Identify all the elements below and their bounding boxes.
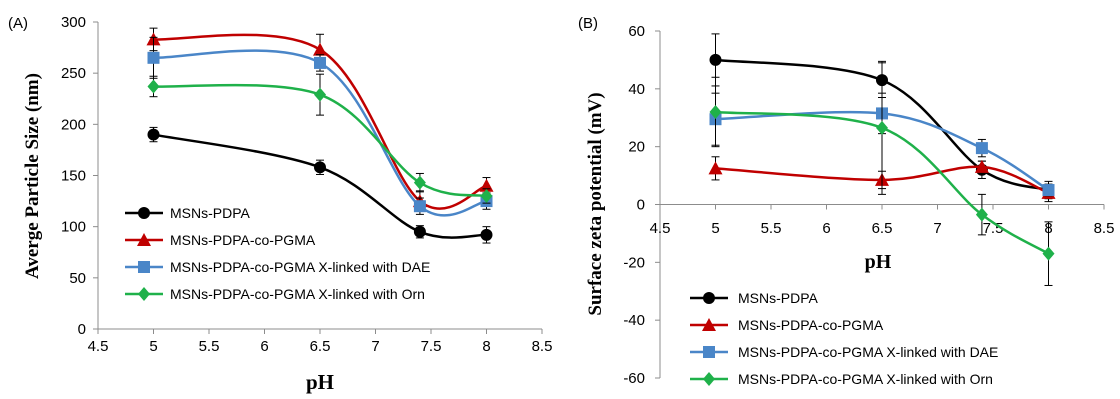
- x-tick-label: 6: [260, 338, 268, 355]
- y-tick-label: 250: [61, 65, 86, 82]
- legend-entry: MSNs-PDPA-co-PGMA: [125, 232, 316, 248]
- series-line: [153, 83, 487, 198]
- y-axis-title: Surface zeta potential (mV): [585, 92, 606, 315]
- legend-label: MSNs-PDPA-co-PGMA X-linked with DAE: [170, 259, 430, 275]
- legend-entry: MSNs-PDPA-co-PGMA X-linked with Orn: [125, 286, 425, 302]
- legend-marker: [703, 372, 715, 386]
- legend-label: MSNs-PDPA-co-PGMA X-linked with Orn: [738, 371, 993, 387]
- data-point: [147, 79, 160, 94]
- y-tick-label: -20: [623, 254, 645, 271]
- y-tick-label: 0: [78, 321, 86, 338]
- data-point: [413, 200, 426, 213]
- data-point: [709, 53, 722, 66]
- x-axis-title: pH: [865, 251, 892, 273]
- x-tick-label: 5.5: [199, 338, 220, 355]
- x-tick-label: 6.5: [310, 338, 331, 355]
- panel-label: (A): [8, 15, 28, 32]
- panel-label: (B): [578, 15, 598, 32]
- x-tick-label: 5.5: [761, 220, 782, 237]
- data-point: [314, 56, 326, 69]
- y-tick-label: 100: [61, 219, 86, 236]
- x-tick-label: 6: [822, 220, 830, 237]
- panel-a: (A) 0 50 100 150 200 250 300 4.5 5 5.5 6 6.5 7 7.5 8 8.5…: [8, 14, 552, 394]
- series-line: [715, 165, 1049, 195]
- y-tick-label: 60: [628, 23, 645, 40]
- series-line: [153, 33, 487, 210]
- legend-marker: [138, 287, 150, 301]
- legend-label: MSNs-PDPA-co-PGMA: [738, 317, 884, 333]
- x-tick-label: 6.5: [872, 220, 893, 237]
- x-tick-label: 7: [371, 338, 379, 355]
- y-tick-label: 300: [61, 14, 86, 31]
- y-tick-label: 20: [628, 139, 645, 156]
- series-line: [153, 49, 487, 217]
- data-point: [147, 51, 160, 64]
- y-tick-label: 50: [69, 270, 86, 287]
- series-line: [715, 110, 1050, 255]
- y-tick-label: -60: [623, 370, 645, 387]
- data-point: [413, 175, 426, 190]
- data-point: [314, 161, 326, 174]
- data-point: [480, 188, 493, 203]
- series-4: [147, 73, 493, 204]
- y-axis-title: Averge Particle Size (nm): [22, 73, 43, 279]
- data-point: [876, 120, 888, 135]
- data-point: [1042, 184, 1055, 197]
- data-point: [975, 142, 988, 155]
- data-point: [974, 159, 989, 173]
- data-point: [975, 207, 988, 222]
- data-point: [314, 87, 326, 102]
- legend-marker: [138, 261, 150, 273]
- data-point: [413, 225, 426, 238]
- legend-marker: [702, 318, 716, 331]
- y-tick-label: 200: [61, 116, 86, 133]
- legend-marker: [138, 207, 150, 219]
- data-point: [313, 42, 327, 56]
- legend-entry: MSNs-PDPA: [690, 290, 819, 306]
- x-tick-label: 7.5: [421, 338, 442, 355]
- legend-entry: MSNs-PDPA: [125, 205, 251, 221]
- series-line: [153, 133, 487, 239]
- legend-marker: [703, 346, 715, 358]
- x-tick-label: 4.5: [650, 220, 671, 237]
- x-tick-label: 4.5: [88, 338, 109, 355]
- y-tick-label: 40: [628, 81, 645, 98]
- x-axis-title: pH: [306, 370, 334, 394]
- data-point: [709, 104, 722, 119]
- x-tick-label: 5: [149, 338, 157, 355]
- legend-marker: [137, 233, 151, 246]
- legend-entry: MSNs-PDPA-co-PGMA X-linked with DAE: [690, 344, 998, 360]
- legend-label: MSNs-PDPA-co-PGMA X-linked with Orn: [170, 286, 425, 302]
- series-3: [147, 36, 493, 217]
- legend-label: MSNs-PDPA: [738, 290, 819, 306]
- y-tick-label: 0: [637, 197, 645, 214]
- data-point: [147, 128, 160, 141]
- data-point: [480, 228, 493, 241]
- legend-entry: MSNs-PDPA-co-PGMA: [690, 317, 884, 333]
- x-tick-label: 8: [482, 338, 490, 355]
- y-tick-label: -40: [623, 312, 645, 329]
- series-line: [715, 58, 1049, 192]
- x-tick-label: 7.5: [983, 220, 1004, 237]
- y-tick-label: 150: [61, 168, 86, 185]
- x-tick-label: 5: [711, 220, 719, 237]
- legend-marker: [703, 292, 715, 304]
- legend-entry: MSNs-PDPA-co-PGMA X-linked with Orn: [690, 371, 993, 387]
- data-point: [708, 161, 723, 175]
- legend-label: MSNs-PDPA-co-PGMA: [170, 232, 316, 248]
- x-tick-label: 7: [933, 220, 941, 237]
- x-tick-label: 8.5: [532, 338, 553, 355]
- legend-entry: MSNs-PDPA-co-PGMA X-linked with DAE: [125, 259, 430, 275]
- legend-label: MSNs-PDPA-co-PGMA X-linked with DAE: [738, 344, 998, 360]
- data-point: [1042, 246, 1055, 261]
- series-4: [709, 60, 1055, 286]
- series-1: [147, 126, 493, 244]
- legend-label: MSNs-PDPA: [170, 205, 251, 221]
- x-tick-label: 8.5: [1094, 220, 1115, 237]
